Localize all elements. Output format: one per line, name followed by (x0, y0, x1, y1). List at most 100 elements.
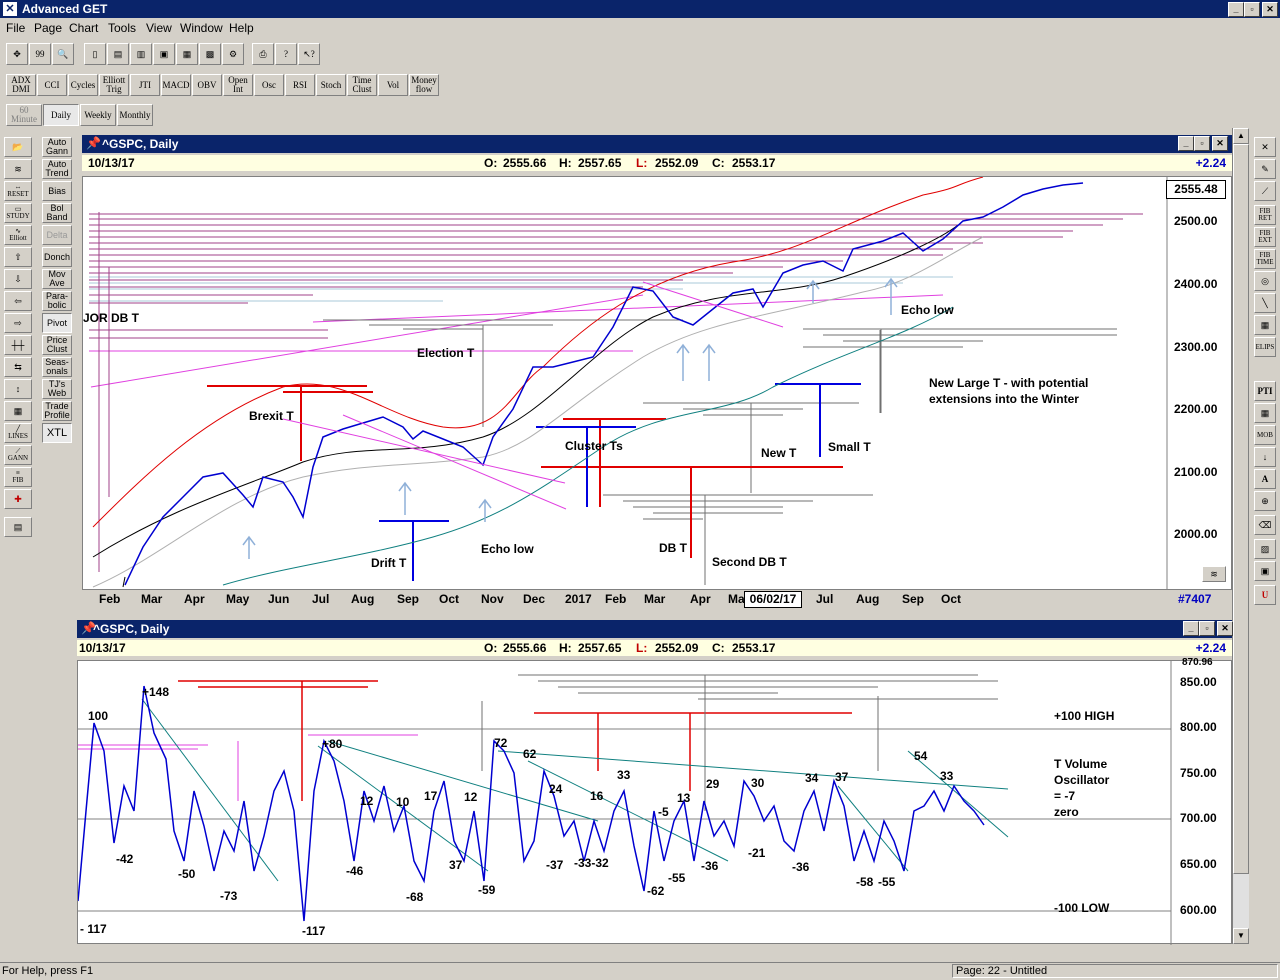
quote-icon[interactable]: 99 (29, 43, 51, 65)
osc-minimize-button[interactable]: _ (1183, 621, 1199, 636)
trade-profile-button[interactable]: Trade Profile (42, 401, 72, 421)
menu-view[interactable]: View (146, 21, 172, 35)
elliott-icon[interactable]: ∿ Elliott (4, 225, 32, 245)
oscillator-chart-area[interactable]: +100 HIGH -100 LOW T Volume Oscillator =… (77, 660, 1232, 945)
scroll-down-icon[interactable]: ▼ (1233, 928, 1249, 944)
pattern-icon[interactable]: ≋ (4, 159, 32, 179)
print-icon[interactable]: ⎙ (252, 43, 274, 65)
seasonals-button[interactable]: Seas-onals (42, 357, 72, 377)
pivot-button[interactable]: Pivot (42, 313, 72, 333)
rsi-button[interactable]: RSI (285, 74, 315, 96)
menu-chart[interactable]: Chart (69, 21, 99, 35)
fib-ret-button[interactable]: FIB RET (1254, 205, 1276, 225)
daily-button[interactable]: Daily (43, 104, 79, 126)
xtl-button[interactable]: XTL (42, 423, 72, 443)
grid-icon-right[interactable]: ▦ (1254, 315, 1276, 335)
eraser-icon[interactable]: ⌫ (1254, 515, 1276, 535)
osc-close-button[interactable]: ✕ (1217, 621, 1233, 636)
fib-circle-icon[interactable]: ◎ (1254, 271, 1276, 291)
arrow-right-icon[interactable]: ⇨ (4, 313, 32, 333)
vertical-scrollbar[interactable]: ▲ ▼ (1232, 128, 1249, 944)
osc-restore-button[interactable]: ▫ (1199, 621, 1215, 636)
price-chart-area[interactable]: JOR DB T Election T Brexit T Cluster Ts … (82, 176, 1232, 609)
pti-button[interactable]: PTI (1254, 381, 1276, 401)
auto-trend-button[interactable]: Auto Trend (42, 159, 72, 179)
donch-button[interactable]: Donch (42, 247, 72, 267)
elliott-trig-button[interactable]: Elliott Trig (99, 74, 129, 96)
tjs-web-button[interactable]: TJ's Web (42, 379, 72, 399)
arrow-down-icon[interactable]: ⇩ (4, 269, 32, 289)
crosshair-icon[interactable]: ✚ (4, 489, 32, 509)
macd-button[interactable]: MACD (161, 74, 191, 96)
elips-button[interactable]: ELIPS (1254, 337, 1276, 357)
fib-ext-button[interactable]: FIB EXT (1254, 227, 1276, 247)
vol-button[interactable]: Vol (378, 74, 408, 96)
gann-icon[interactable]: ⟋ GANN (4, 445, 32, 465)
price-close-button[interactable]: ✕ (1212, 136, 1228, 151)
trendline-icon[interactable]: ⟋ (1254, 181, 1276, 201)
settings-icon[interactable]: ⚙ (222, 43, 244, 65)
study-icon[interactable]: ▭ STUDY (4, 203, 32, 223)
window-tile-icon[interactable]: ▣ (1254, 561, 1276, 581)
money-flow-button[interactable]: Money flow (409, 74, 439, 96)
table-icon[interactable]: ▦ (1254, 403, 1276, 423)
menu-file[interactable]: File (6, 21, 26, 35)
close-button[interactable]: ✕ (1262, 2, 1278, 17)
time-clust-button[interactable]: Time Clust (347, 74, 377, 96)
bol-band-button[interactable]: Bol Band (42, 203, 72, 223)
60-minute-button[interactable]: 60 Minute (6, 104, 42, 126)
line-icon[interactable]: ╲ (1254, 293, 1276, 313)
price-restore-button[interactable]: ▫ (1194, 136, 1210, 151)
open-int-button[interactable]: Open Int (223, 74, 253, 96)
folder-icon[interactable]: 📂 (4, 137, 32, 157)
context-help-icon[interactable]: ↖? (298, 43, 320, 65)
help-icon[interactable]: ? (275, 43, 297, 65)
mob-button[interactable]: MOB (1254, 425, 1276, 445)
text-tool-icon[interactable]: A (1254, 469, 1276, 489)
cursor-tool-icon[interactable]: ✥ (6, 43, 28, 65)
stoch-button[interactable]: Stoch (316, 74, 346, 96)
mov-ave-button[interactable]: Mov Ave (42, 269, 72, 289)
bias-button[interactable]: Bias (42, 181, 72, 201)
menu-window[interactable]: Window (180, 21, 223, 35)
parabolic-button[interactable]: Para-bolic (42, 291, 72, 311)
scale-adjust-icon[interactable]: ≋ (1202, 566, 1226, 582)
magnet-icon[interactable]: U (1254, 585, 1276, 605)
properties-icon[interactable]: ▤ (4, 517, 32, 537)
arrow-left-icon[interactable]: ⇦ (4, 291, 32, 311)
reset-icon[interactable]: ⇔ RESET (4, 181, 32, 201)
compress-icon[interactable]: ⇆ (4, 357, 32, 377)
scale-icon[interactable]: ↕ (4, 379, 32, 399)
grid-icon[interactable]: ▩ (199, 43, 221, 65)
arrow-up-icon[interactable]: ⇧ (4, 247, 32, 267)
bars-icon[interactable]: ┼┼ (4, 335, 32, 355)
osc-button[interactable]: Osc (254, 74, 284, 96)
monthly-button[interactable]: Monthly (117, 104, 153, 126)
price-minimize-button[interactable]: _ (1178, 136, 1194, 151)
weekly-button[interactable]: Weekly (80, 104, 116, 126)
menu-help[interactable]: Help (229, 21, 254, 35)
fib-icon[interactable]: ≡ FIB (4, 467, 32, 487)
jti-button[interactable]: JTI (130, 74, 160, 96)
auto-gann-button[interactable]: Auto Gann (42, 137, 72, 157)
chart-icon[interactable]: ▥ (130, 43, 152, 65)
fib-time-button[interactable]: FIB TIME (1254, 249, 1276, 269)
zoom-in-icon[interactable]: ⊕ (1254, 491, 1276, 511)
down-icon[interactable]: ↓ (1254, 447, 1276, 467)
layout-icon[interactable]: ▦ (176, 43, 198, 65)
price-clust-button[interactable]: Price Clust (42, 335, 72, 355)
maximize-button[interactable]: ▫ (1244, 2, 1260, 17)
lines-icon[interactable]: ╱ LINES (4, 423, 32, 443)
adx-dmi-button[interactable]: ADX DMI (6, 74, 36, 96)
cycles-button[interactable]: Cycles (68, 74, 98, 96)
grid-tool-icon[interactable]: ▦ (4, 401, 32, 421)
zoom-icon[interactable]: 🔍 (52, 43, 74, 65)
pencil-icon[interactable]: ✎ (1254, 159, 1276, 179)
window-icon[interactable]: ▣ (153, 43, 175, 65)
new-icon[interactable]: ▯ (84, 43, 106, 65)
cci-button[interactable]: CCI (37, 74, 67, 96)
open-icon[interactable]: ▤ (107, 43, 129, 65)
delta-button[interactable]: Delta (42, 225, 72, 245)
menu-tools[interactable]: Tools (108, 21, 137, 35)
scroll-up-icon[interactable]: ▲ (1233, 128, 1249, 144)
